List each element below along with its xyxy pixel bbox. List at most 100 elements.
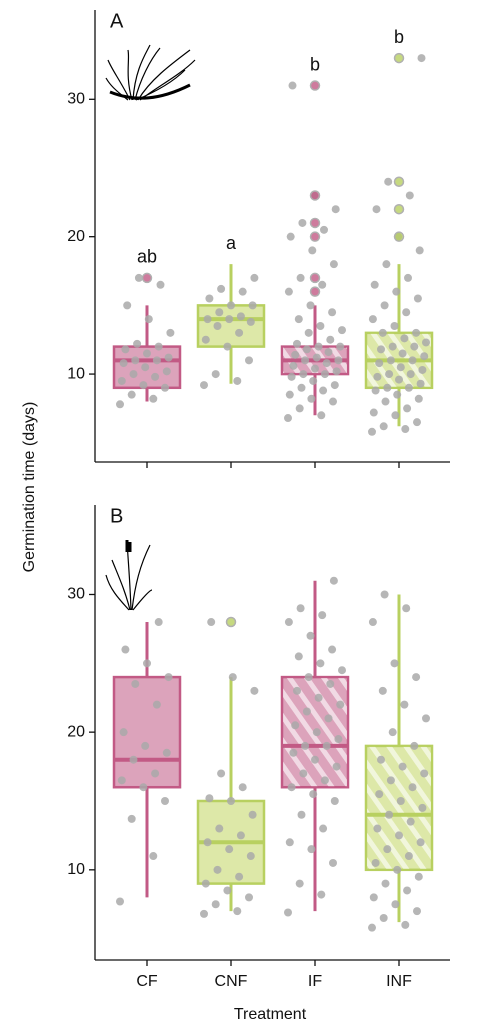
data-point xyxy=(203,838,212,847)
data-point xyxy=(330,381,339,390)
data-point xyxy=(311,364,319,373)
data-point xyxy=(377,345,385,354)
data-point xyxy=(161,383,169,392)
data-point xyxy=(410,741,419,750)
data-point xyxy=(395,831,403,840)
panel-label: B xyxy=(110,505,123,527)
data-point xyxy=(381,879,390,888)
data-point xyxy=(296,604,305,613)
data-point xyxy=(386,776,395,785)
data-point xyxy=(116,897,124,906)
data-point xyxy=(296,273,305,282)
data-point xyxy=(408,356,417,365)
data-point xyxy=(329,397,337,406)
data-point xyxy=(116,400,124,409)
data-point xyxy=(391,900,400,909)
data-point xyxy=(117,776,126,785)
data-point xyxy=(284,414,292,423)
data-point xyxy=(143,349,151,358)
data-point xyxy=(414,872,423,881)
data-point xyxy=(404,852,413,861)
data-point xyxy=(384,177,393,186)
data-point xyxy=(330,796,339,805)
data-point xyxy=(295,879,304,888)
data-point xyxy=(416,838,425,847)
data-point xyxy=(141,741,150,750)
data-point xyxy=(141,363,150,372)
data-point xyxy=(422,338,430,347)
data-point xyxy=(223,886,232,895)
outlier xyxy=(393,176,405,187)
data-point xyxy=(317,411,326,420)
data-point xyxy=(375,790,384,799)
data-point xyxy=(297,810,306,819)
data-point xyxy=(336,342,345,351)
data-point xyxy=(382,260,391,269)
data-point xyxy=(312,353,321,362)
data-point xyxy=(314,693,323,702)
data-point xyxy=(301,356,310,365)
data-point xyxy=(154,342,163,351)
data-point xyxy=(420,769,429,778)
data-point xyxy=(205,294,214,303)
y-tick-label: 10 xyxy=(67,365,85,382)
outlier xyxy=(309,190,321,201)
data-point xyxy=(329,858,337,867)
data-point xyxy=(285,390,294,399)
data-point xyxy=(227,301,235,310)
data-point xyxy=(369,893,378,902)
outlier xyxy=(309,231,321,242)
plant-icon-a xyxy=(105,44,196,101)
outlier xyxy=(393,52,405,64)
significance-letter: b xyxy=(310,54,320,74)
data-point xyxy=(316,321,325,330)
data-point xyxy=(284,908,292,917)
data-point xyxy=(375,359,384,368)
data-point xyxy=(324,348,333,357)
data-point xyxy=(368,618,377,627)
x-tick-label: CF xyxy=(136,973,158,990)
y-tick-label: 20 xyxy=(67,228,85,245)
data-point xyxy=(236,312,245,321)
data-point xyxy=(250,273,259,282)
data-point xyxy=(121,645,130,654)
data-point xyxy=(380,301,389,310)
y-tick-label: 20 xyxy=(67,723,85,740)
data-point xyxy=(329,260,338,269)
data-point xyxy=(400,700,409,709)
data-point xyxy=(388,728,397,737)
data-point xyxy=(404,383,413,392)
data-point xyxy=(319,824,328,833)
data-point xyxy=(416,379,425,388)
data-point xyxy=(304,328,313,337)
data-point xyxy=(332,367,341,376)
data-point xyxy=(161,796,169,805)
data-point xyxy=(119,728,128,737)
y-tick-label: 30 xyxy=(67,91,85,108)
data-point xyxy=(164,673,173,682)
data-point xyxy=(149,394,158,403)
data-point xyxy=(285,838,294,847)
data-point xyxy=(129,370,138,379)
outlier xyxy=(309,217,321,229)
data-point xyxy=(164,353,173,362)
data-point xyxy=(301,741,310,750)
data-point xyxy=(391,411,400,420)
data-point xyxy=(368,427,376,436)
data-point xyxy=(403,404,412,413)
data-point xyxy=(371,858,380,867)
data-point xyxy=(166,328,175,337)
data-point xyxy=(127,390,136,399)
data-point xyxy=(121,345,130,354)
data-point xyxy=(320,776,329,785)
data-point xyxy=(289,748,298,757)
data-point xyxy=(144,315,153,324)
data-point xyxy=(139,381,148,390)
data-point xyxy=(238,783,247,792)
data-point xyxy=(408,783,417,792)
plant-icon-b xyxy=(105,539,153,611)
data-point xyxy=(162,748,171,757)
data-point xyxy=(386,356,395,365)
data-point xyxy=(379,422,388,431)
data-point xyxy=(287,783,296,792)
